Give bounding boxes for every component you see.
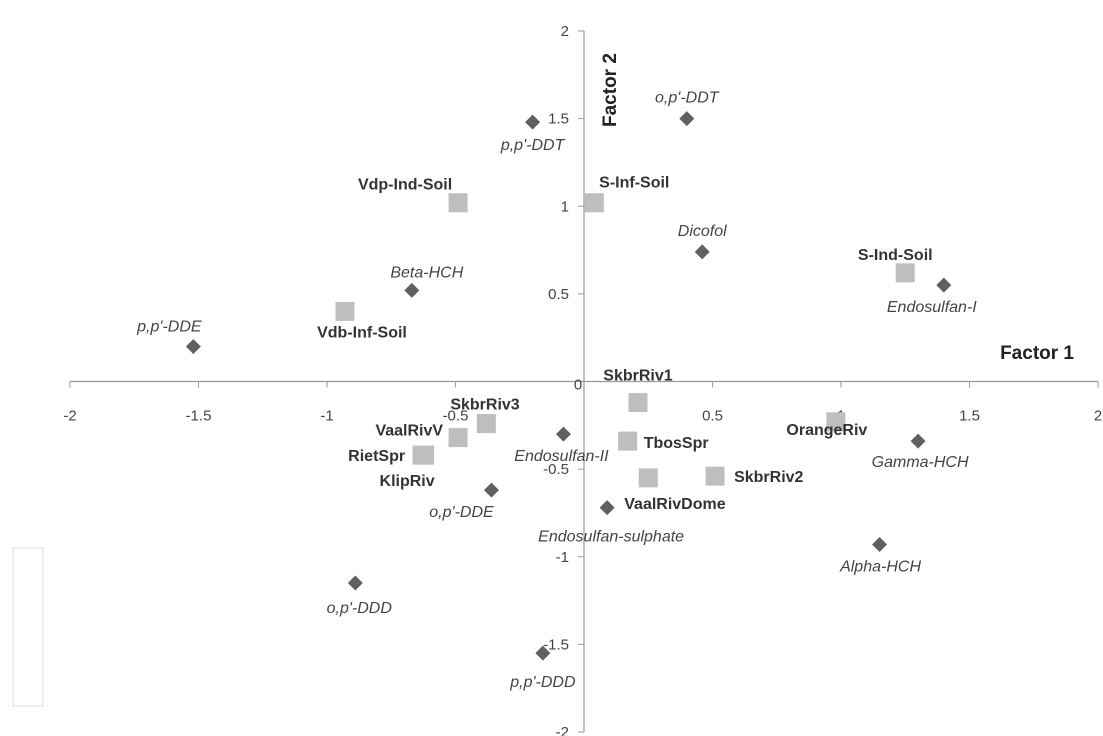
pesticide-point	[555, 426, 571, 442]
pesticide-label: o,p'-DDE	[429, 504, 494, 521]
pesticide-point	[185, 338, 201, 354]
pesticide-point	[483, 482, 499, 498]
pesticide-label: Dicofol	[678, 223, 727, 240]
pesticide-label: Beta-HCH	[390, 264, 463, 281]
x-tick-label: 0.5	[702, 408, 723, 425]
site-point	[895, 263, 915, 283]
pesticide-point	[679, 111, 695, 127]
pesticide-point	[535, 645, 551, 661]
pesticide-label: p,p'-DDT	[500, 137, 566, 154]
y-tick-label: 0.5	[548, 286, 569, 303]
site-label: Vdp-Ind-Soil	[358, 177, 452, 194]
x-tick-label: -2	[63, 408, 76, 425]
site-label: RietSpr	[348, 448, 405, 465]
y-axis-title: Factor 2	[600, 53, 621, 127]
site-point	[415, 445, 435, 465]
x-tick-label: -1	[320, 408, 333, 425]
site-point	[476, 414, 496, 434]
pesticide-label: Endosulfan-sulphate	[538, 529, 684, 546]
y-tick-label: -0.5	[543, 461, 569, 478]
legend-box-placeholder	[12, 547, 44, 707]
pesticide-label: o,p'-DDT	[655, 90, 720, 107]
x-tick-label: 1.5	[959, 408, 980, 425]
pesticide-point	[872, 536, 888, 552]
x-tick-label: 2	[1094, 408, 1102, 425]
pesticide-point	[694, 244, 710, 260]
data-labels: o,p'-DDT p,p'-DDT Dicofol Beta-HCH p,p'-DDE E…	[136, 90, 977, 692]
site-label: OrangeRiv	[786, 422, 867, 439]
y-tick-label: 1.5	[548, 111, 569, 128]
y-tick-label: -1	[556, 549, 569, 566]
site-label: TbosSpr	[644, 435, 709, 452]
site-point	[826, 412, 846, 432]
site-label: S-Ind-Soil	[858, 247, 933, 264]
site-label: Vdb-Inf-Soil	[317, 324, 407, 341]
pesticide-point	[404, 282, 420, 298]
site-point	[705, 466, 725, 486]
site-label: SkbrRiv3	[450, 397, 519, 414]
pesticide-point	[910, 433, 926, 449]
pesticide-label: p,p'-DDD	[509, 674, 576, 691]
site-label: SkbrRiv2	[734, 469, 803, 486]
site-point	[618, 431, 638, 451]
pesticide-label: Gamma-HCH	[872, 454, 969, 471]
site-label: S-Inf-Soil	[599, 175, 669, 192]
site-point	[584, 193, 604, 213]
site-label: KlipRiv	[380, 473, 435, 490]
pesticide-label: Endosulfan-I	[887, 299, 977, 316]
site-point	[448, 193, 468, 213]
y-tick-label: 2	[561, 23, 569, 40]
x-tick-label: 0	[574, 377, 582, 394]
x-axis-title: Factor 1	[1000, 343, 1074, 364]
tick-labels: -2-1.5-1-0.500.511.52-2-1.5-1-0.50.511.5…	[63, 23, 1102, 736]
y-tick-label: -2	[556, 724, 569, 736]
site-point	[628, 393, 648, 413]
x-tick-label: -1.5	[186, 408, 212, 425]
pesticide-label: Endosulfan-II	[514, 448, 609, 465]
site-point	[335, 301, 355, 321]
pesticide-label: p,p'-DDE	[136, 318, 202, 335]
site-point	[448, 428, 468, 448]
data-points	[185, 111, 952, 661]
site-label: SkbrRiv1	[603, 368, 672, 385]
site-label: VaalRivV	[375, 423, 443, 440]
x-tick-label: -0.5	[443, 408, 469, 425]
site-label: VaalRivDome	[624, 496, 725, 513]
y-tick-label: -1.5	[543, 636, 569, 653]
pesticide-point	[599, 500, 615, 516]
pesticide-point	[525, 114, 541, 130]
pesticide-label: Alpha-HCH	[839, 558, 921, 575]
site-point	[638, 468, 658, 488]
y-tick-label: 1	[561, 198, 569, 215]
pesticide-label: o,p'-DDD	[327, 600, 393, 617]
pesticide-point	[936, 277, 952, 293]
pesticide-point	[347, 575, 363, 591]
